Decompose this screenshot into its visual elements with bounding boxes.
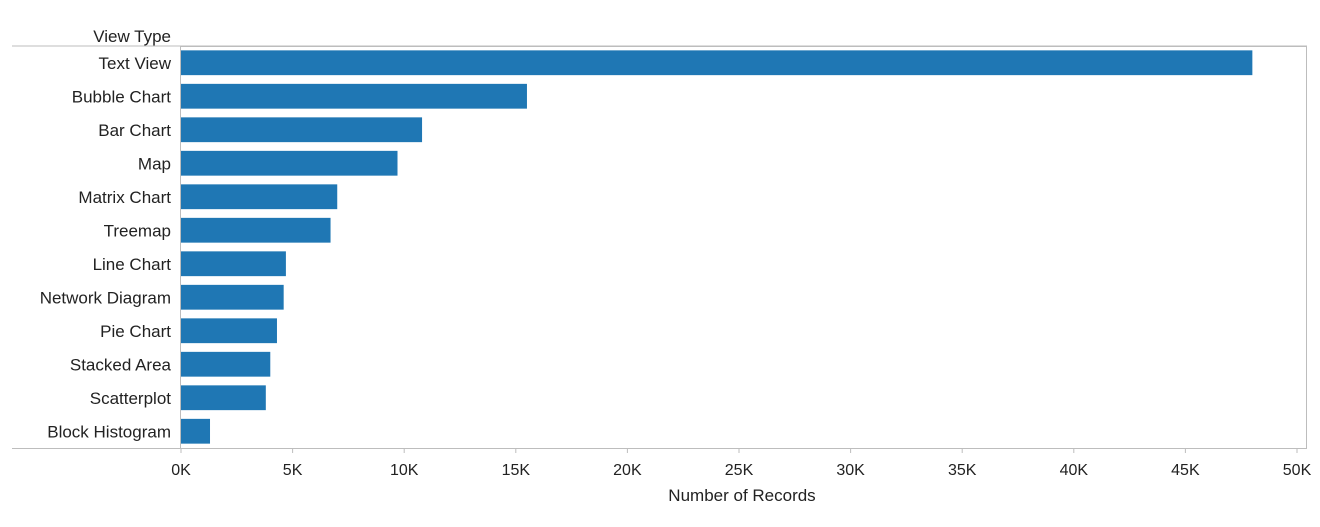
x-tick-label: 50K	[1283, 462, 1312, 479]
x-tick-label: 40K	[1060, 462, 1089, 479]
x-tick-label: 30K	[836, 462, 865, 479]
category-label: Block Histogram	[47, 422, 171, 441]
x-tick-label: 0K	[171, 462, 191, 479]
x-tick-label: 35K	[948, 462, 977, 479]
category-label: Text View	[99, 54, 172, 73]
plot-frame	[180, 46, 1307, 449]
bar-pie-chart	[181, 318, 277, 344]
category-label: Bubble Chart	[72, 87, 172, 106]
category-label: Bar Chart	[98, 121, 171, 140]
category-label: Stacked Area	[70, 355, 172, 374]
category-labels: Text View Bubble Chart Bar Chart Map Matrix …	[40, 54, 172, 442]
row-header-label: View Type	[93, 27, 171, 46]
category-label: Line Chart	[93, 255, 172, 274]
category-label: Matrix Chart	[78, 188, 171, 207]
bar-stacked-area	[181, 351, 271, 377]
category-label: Scatterplot	[90, 389, 172, 408]
bar-bar-chart	[181, 117, 423, 143]
category-label: Treemap	[104, 221, 171, 240]
bar-scatterplot	[181, 385, 266, 411]
x-axis-title: Number of Records	[668, 486, 815, 505]
bar-treemap	[181, 217, 331, 243]
category-label: Pie Chart	[100, 322, 171, 341]
bar-matrix-chart	[181, 184, 338, 210]
x-axis-ticks: 0K 5K 10K 15K 20K 25K 30K 35K 40K 45K 50K	[171, 448, 1312, 479]
x-tick-label: 5K	[283, 462, 303, 479]
bar-network-diagram	[181, 284, 284, 310]
bar-line-chart	[181, 251, 286, 277]
x-tick-label: 15K	[502, 462, 531, 479]
bar-map	[181, 150, 398, 176]
x-tick-label: 20K	[613, 462, 642, 479]
bar-block-histogram	[181, 418, 211, 444]
bar-text-view	[181, 50, 1253, 76]
x-tick-label: 45K	[1171, 462, 1200, 479]
category-label: Map	[138, 154, 171, 173]
bar-bubble-chart	[181, 83, 527, 109]
category-label: Network Diagram	[40, 288, 171, 307]
x-tick-label: 10K	[390, 462, 419, 479]
bars-group	[181, 50, 1253, 444]
x-tick-label: 25K	[725, 462, 754, 479]
